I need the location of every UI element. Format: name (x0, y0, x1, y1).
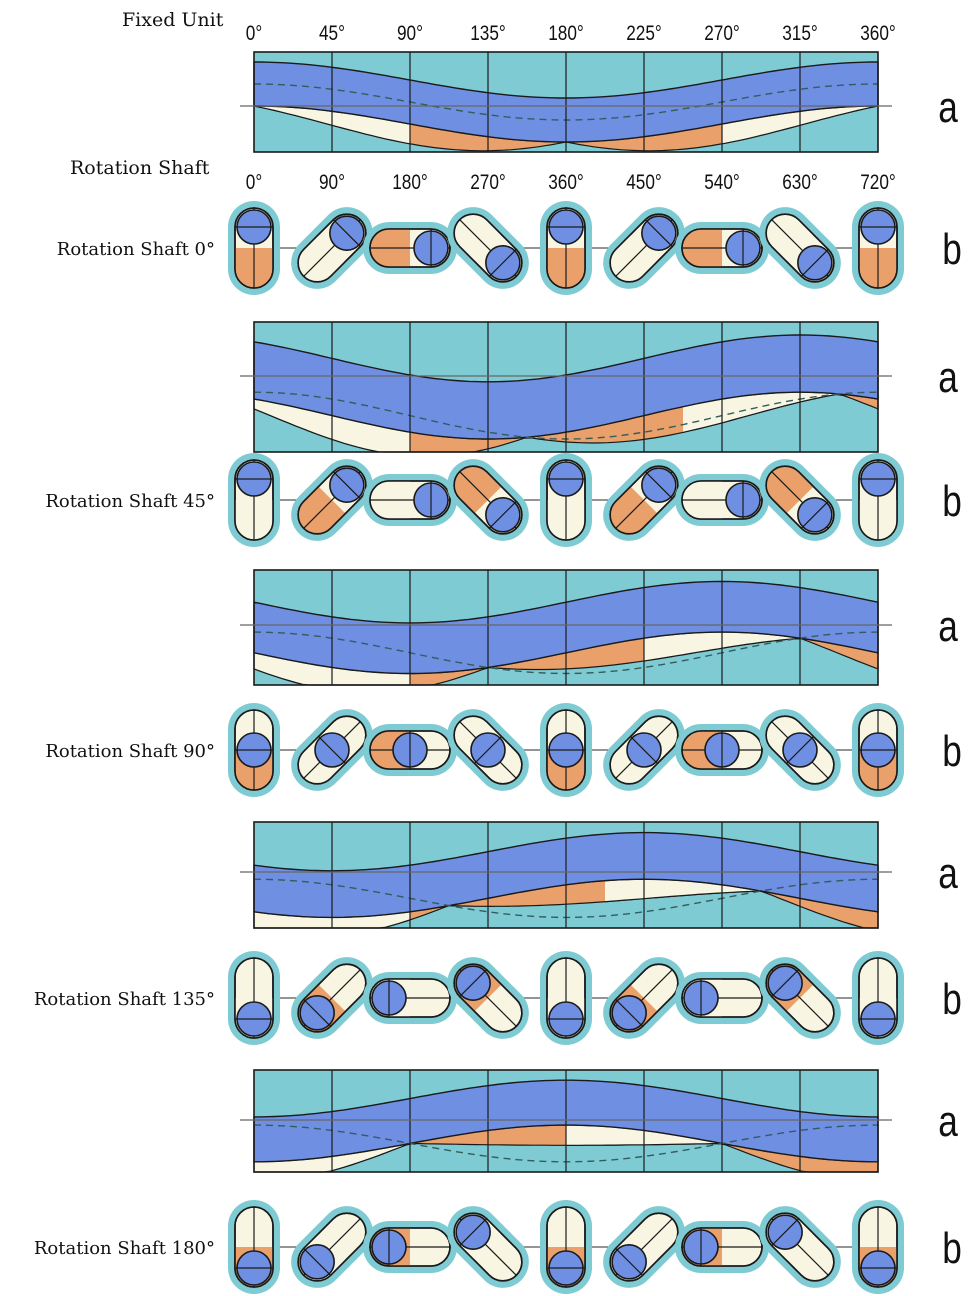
row-letter-b: b (942, 727, 962, 776)
rotor-capsule (291, 957, 373, 1039)
rotor-capsule (540, 1200, 592, 1294)
row-letter-a: a (938, 353, 958, 402)
rotation-shaft-row-label: Rotation Shaft 135° (34, 989, 215, 1010)
row-letter-b: b (942, 225, 962, 274)
rotor-capsule (759, 1206, 841, 1288)
fixed-unit-tick-label: 360° (860, 23, 896, 46)
rotor-capsule (759, 709, 841, 791)
phase-band-a (240, 321, 892, 453)
rotation-shaft-row-label: Rotation Shaft 45° (45, 491, 215, 512)
rotor-capsule (675, 222, 769, 274)
rotor-capsule (291, 207, 373, 289)
rotor-capsule (291, 709, 373, 791)
rotor-capsule (447, 709, 529, 791)
rotor-capsule (228, 453, 280, 547)
rotor-capsule (228, 1200, 280, 1294)
rotor-capsule (852, 1200, 904, 1294)
rotation-shaft-tick-label: 630° (782, 172, 818, 195)
row-letter-a: a (938, 83, 958, 132)
rotor-capsule (759, 207, 841, 289)
rotor-capsule (363, 1221, 457, 1273)
rotation-shaft-row-label: Rotation Shaft 180° (34, 1238, 215, 1259)
rotor-capsule (603, 957, 685, 1039)
phase-band-a (240, 821, 892, 929)
rotor-capsule (228, 703, 280, 797)
rotor-capsule (603, 207, 685, 289)
rotor-capsule (447, 957, 529, 1039)
fixed-unit-tick-label: 270° (704, 23, 740, 46)
phase-band-a (240, 51, 892, 153)
fixed-unit-label: Fixed Unit (122, 9, 224, 31)
rotor-capsule (852, 201, 904, 295)
rotor-capsule (363, 474, 457, 526)
phase-band-a (240, 1069, 892, 1173)
rotation-shaft-row-label: Rotation Shaft 0° (57, 239, 215, 260)
rotor-capsule (675, 1221, 769, 1273)
rotor-capsule (447, 459, 529, 541)
row-letter-b: b (942, 1224, 962, 1273)
rotation-shaft-tick-label: 360° (548, 172, 584, 195)
rotor-capsule (540, 453, 592, 547)
rotor-capsule (291, 1206, 373, 1288)
row-letters: a b Rotation Shaft 0° a b Rotation Shaft 45° a… (34, 83, 962, 1273)
row-letter-b: b (942, 975, 962, 1024)
rotor-capsule (540, 703, 592, 797)
rotor-capsule (603, 459, 685, 541)
row-letter-b: b (942, 477, 962, 526)
fixed-unit-tick-label: 180° (548, 23, 584, 46)
rotor-capsule (363, 724, 457, 776)
header-tick-labels: 0° 45° 90° 135° 180° 225° 270° 315° 360° 0° 90° 180… (246, 23, 896, 195)
rotor-capsule (291, 459, 373, 541)
rotor-capsule (540, 951, 592, 1045)
rotation-shaft-tick-label: 270° (470, 172, 506, 195)
rotor-capsule (447, 207, 529, 289)
rotation-shaft-tick-label: 180° (392, 172, 428, 195)
rotor-capsule (540, 201, 592, 295)
phase-band-a (240, 569, 892, 686)
fixed-unit-tick-label: 45° (319, 23, 345, 46)
rotor-capsule (675, 724, 769, 776)
row-letter-a: a (938, 1097, 958, 1146)
rotor-capsule (759, 459, 841, 541)
rotor-capsule (228, 201, 280, 295)
row-letter-a: a (938, 849, 958, 898)
rotation-shaft-tick-label: 540° (704, 172, 740, 195)
rotor-capsule (228, 951, 280, 1045)
rotor-capsule (363, 222, 457, 274)
fixed-unit-tick-label: 135° (470, 23, 506, 46)
rotor-capsule (852, 703, 904, 797)
fixed-unit-tick-label: 225° (626, 23, 662, 46)
rotation-shaft-row-label: Rotation Shaft 90° (45, 741, 215, 762)
rotor-capsule (603, 709, 685, 791)
rotation-shaft-tick-label: 450° (626, 172, 662, 195)
rotor-capsule (447, 1206, 529, 1288)
rotation-shaft-tick-label: 0° (246, 172, 262, 195)
fixed-unit-tick-label: 90° (397, 23, 423, 46)
rotation-shaft-tick-label: 720° (860, 172, 896, 195)
rotation-shaft-tick-label: 90° (319, 172, 345, 195)
fixed-unit-tick-label: 0° (246, 23, 262, 46)
rotation-shaft-header-label: Rotation Shaft (70, 157, 210, 179)
rotor-capsule (852, 453, 904, 547)
rotor-capsule (675, 972, 769, 1024)
rotor-capsule (852, 951, 904, 1045)
rotor-capsule (675, 474, 769, 526)
rotor-capsule (603, 1206, 685, 1288)
rotor-capsule (363, 972, 457, 1024)
rotor-capsule (759, 957, 841, 1039)
row-letter-a: a (938, 602, 958, 651)
fixed-unit-tick-label: 315° (782, 23, 818, 46)
